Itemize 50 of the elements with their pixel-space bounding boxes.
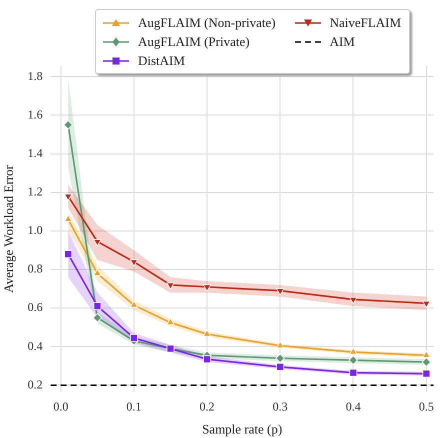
y-tick-label: 0.2 [28, 377, 43, 392]
point [64, 120, 73, 130]
x-tick-label: 0.0 [53, 399, 68, 414]
x-tick-label: 0.3 [272, 399, 288, 414]
y-axis-title: Average Workload Error [1, 164, 16, 293]
point [422, 350, 430, 358]
y-tick-label: 1.0 [28, 223, 43, 238]
x-tick-label: 0.1 [126, 399, 142, 414]
point [203, 284, 212, 292]
point [349, 368, 358, 377]
point [276, 362, 284, 371]
point [422, 358, 431, 367]
point [130, 300, 138, 308]
point [203, 330, 212, 337]
x-tick-label: 0.5 [418, 399, 434, 414]
legend-label: AugFLAIM (Private) [138, 34, 250, 50]
y-tick-label: 0.4 [28, 338, 43, 353]
point [130, 259, 138, 266]
point [203, 355, 211, 364]
point [64, 250, 72, 258]
point [276, 288, 284, 296]
legend-label: AIM [330, 34, 355, 50]
point [422, 370, 430, 378]
point [349, 296, 358, 304]
point [93, 239, 102, 246]
point [93, 268, 102, 276]
x-tick-label: 0.2 [200, 399, 215, 414]
y-tick-label: 1.6 [28, 107, 43, 122]
legend-label: DistAIM [138, 52, 185, 68]
point [64, 194, 72, 201]
y-tick-label: 1.2 [28, 184, 43, 199]
point [64, 214, 72, 222]
y-tick-label: 0.6 [28, 300, 43, 314]
point [348, 356, 358, 365]
x-axis-title: Sample rate (p) [202, 422, 282, 437]
legend-label: AugFLAIM (Non-private) [138, 14, 276, 30]
point [349, 347, 358, 355]
y-tick-label: 1.4 [28, 146, 43, 160]
point [276, 354, 285, 363]
point [276, 341, 284, 348]
point [166, 282, 175, 290]
point [130, 334, 138, 342]
y-tick-label: 0.8 [28, 262, 43, 276]
x-tick-label: 0.4 [346, 399, 361, 414]
point [166, 318, 175, 326]
legend-label: NaiveFLAIM [330, 14, 402, 30]
point [92, 313, 102, 322]
y-tick-label: 1.8 [28, 68, 43, 83]
point [422, 300, 430, 308]
point [93, 302, 102, 310]
